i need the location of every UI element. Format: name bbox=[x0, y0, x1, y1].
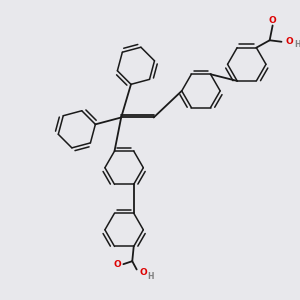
Text: O: O bbox=[269, 16, 277, 25]
Text: H: H bbox=[294, 40, 300, 49]
Text: O: O bbox=[286, 37, 294, 46]
Text: O: O bbox=[140, 268, 147, 277]
Text: O: O bbox=[114, 260, 122, 269]
Text: H: H bbox=[148, 272, 154, 281]
